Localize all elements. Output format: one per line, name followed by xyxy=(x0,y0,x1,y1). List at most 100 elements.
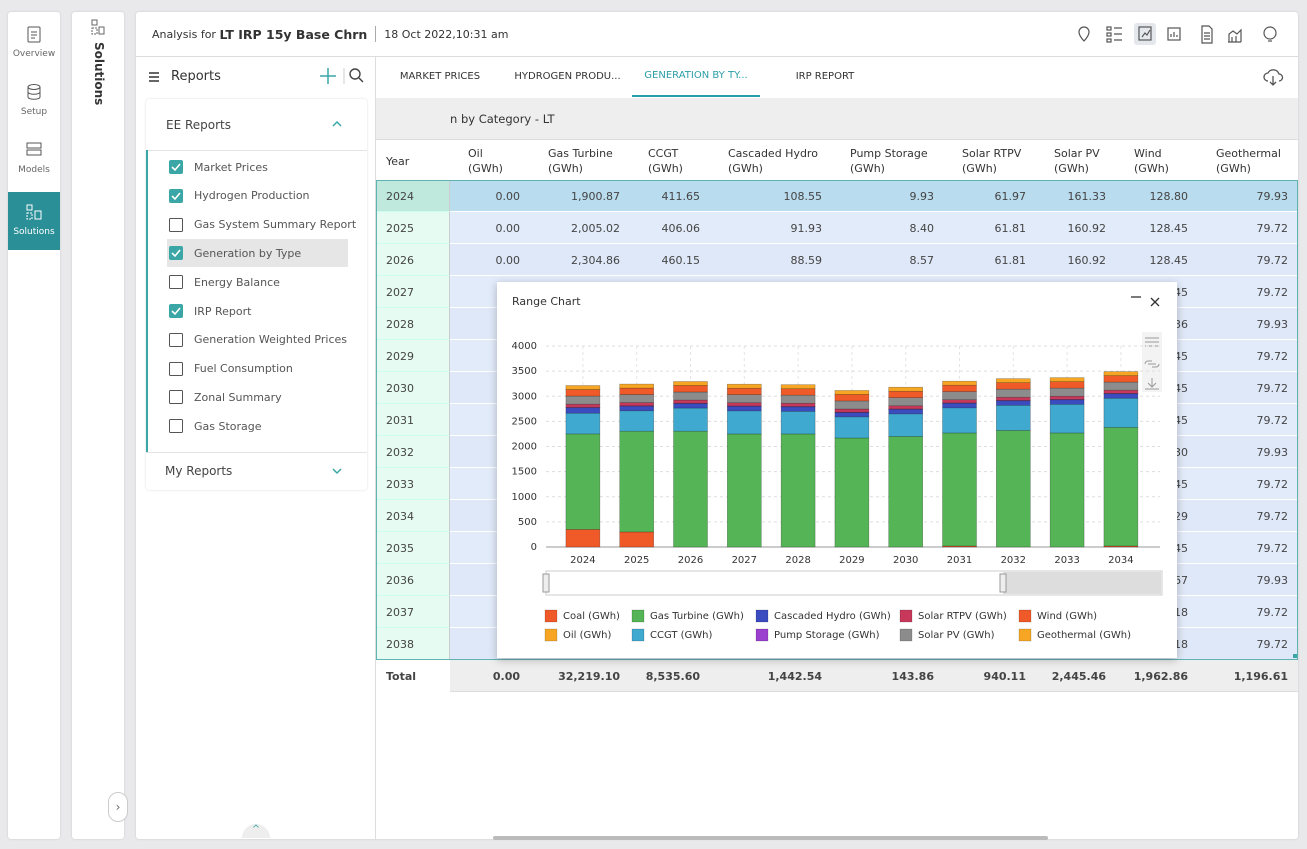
bar-segment xyxy=(780,402,816,407)
expand-button[interactable]: › xyxy=(108,792,128,822)
table-cell: 30 xyxy=(1174,445,1188,459)
search-button[interactable] xyxy=(349,68,364,83)
collapse-icon[interactable] xyxy=(331,119,343,129)
year-cell-bg xyxy=(376,596,450,628)
checkbox[interactable] xyxy=(168,188,184,204)
location-icon[interactable] xyxy=(1078,26,1090,42)
link-icon[interactable] xyxy=(1144,360,1160,368)
nav-item[interactable]: Solutions xyxy=(8,192,60,250)
x-tick-label: 2032 xyxy=(1001,555,1026,566)
bar-segment xyxy=(565,412,601,435)
column-name: CCGT xyxy=(648,147,679,160)
add-button[interactable] xyxy=(320,68,336,84)
checkbox[interactable] xyxy=(168,418,184,434)
checkbox[interactable] xyxy=(168,245,184,261)
x-tick-label: 2031 xyxy=(947,555,972,566)
table-cell: 2,304.86 xyxy=(571,253,620,267)
bar-segment xyxy=(834,394,870,402)
table-cell: 67 xyxy=(1174,573,1188,587)
group-title[interactable]: EE Reports xyxy=(166,118,232,132)
list-icon[interactable] xyxy=(1106,26,1122,43)
legend-swatch xyxy=(899,628,913,642)
download-cloud[interactable] xyxy=(1262,66,1284,88)
bar-segment xyxy=(995,400,1031,406)
y-tick-label: 0 xyxy=(531,542,537,553)
scrollbar[interactable] xyxy=(493,836,1048,840)
nav-label: Overview xyxy=(12,49,56,59)
checkbox[interactable] xyxy=(168,217,184,233)
collapse-handle[interactable]: ^ xyxy=(242,824,270,838)
menu-icon[interactable] xyxy=(148,71,160,83)
report-label: Generation by Type xyxy=(194,246,302,260)
bar-segment xyxy=(1103,397,1139,428)
checkbox[interactable] xyxy=(168,361,184,377)
report-item[interactable]: Fuel Consumption xyxy=(168,358,293,380)
building-icon[interactable] xyxy=(1228,28,1242,43)
checkbox[interactable] xyxy=(168,159,184,175)
report-item[interactable]: Zonal Summary xyxy=(168,386,282,408)
column-unit: (GWh) xyxy=(962,162,997,175)
x-tick-label: 2033 xyxy=(1054,555,1079,566)
tab[interactable]: GENERATION BY TY... xyxy=(632,56,760,97)
total-cell: 1,196.61 xyxy=(1233,669,1288,683)
bar-segment xyxy=(619,394,654,403)
checkbox-box xyxy=(169,217,183,232)
column-name: Oil xyxy=(468,147,483,160)
bar-segment xyxy=(942,380,977,386)
my-reports[interactable]: My Reports xyxy=(165,464,233,478)
chart-edit-icon[interactable] xyxy=(1138,26,1152,41)
selected-row-bg xyxy=(167,239,348,268)
column-unit: (GWh) xyxy=(548,162,583,175)
checkbox[interactable] xyxy=(168,274,184,290)
close-button[interactable] xyxy=(1150,297,1160,307)
table-cell: 406.06 xyxy=(661,221,701,235)
nav-item[interactable]: Setup xyxy=(8,76,60,128)
checkbox[interactable] xyxy=(168,332,184,348)
checkbox[interactable] xyxy=(168,389,184,405)
report-item[interactable]: Gas System Summary Report xyxy=(168,214,356,236)
bar-segment xyxy=(565,389,601,397)
report-item[interactable]: Hydrogen Production xyxy=(168,185,310,207)
nav-item[interactable]: Models xyxy=(8,134,60,186)
column-unit: (GWh) xyxy=(1054,162,1089,175)
resize-handle[interactable] xyxy=(1293,654,1297,658)
bar-segment xyxy=(727,410,762,435)
checkbox[interactable] xyxy=(168,303,184,319)
tab[interactable]: IRP REPORT xyxy=(795,71,855,82)
report-item[interactable]: Generation Weighted Prices xyxy=(168,329,347,351)
report-item[interactable]: Market Prices xyxy=(168,156,268,178)
table-cell: 79.93 xyxy=(1256,189,1289,203)
doc-icon[interactable] xyxy=(1201,25,1213,44)
navigator-handle[interactable] xyxy=(999,573,1007,593)
bar-segment xyxy=(619,383,654,389)
table-cell: 91.93 xyxy=(790,221,823,235)
bar-segment xyxy=(619,410,654,432)
report-icon[interactable] xyxy=(1167,27,1181,41)
legend-label: Geothermal (GWh) xyxy=(1037,630,1131,641)
report-item[interactable]: Energy Balance xyxy=(168,271,280,293)
table-cell: 128.45 xyxy=(1149,221,1189,235)
bar-segment xyxy=(1103,427,1139,547)
column-header: Cascaded Hydro (GWh) xyxy=(728,142,830,180)
save-icon[interactable] xyxy=(1145,378,1159,390)
report-label: IRP Report xyxy=(194,304,252,318)
tab[interactable]: MARKET PRICES xyxy=(399,71,481,82)
bulb-icon[interactable] xyxy=(1263,26,1277,40)
tab[interactable]: HYDROGEN PRODU... xyxy=(514,71,621,82)
bar-segment xyxy=(1103,375,1139,383)
nav-label: Solutions xyxy=(13,227,55,237)
report-item[interactable]: Gas Storage xyxy=(168,415,262,437)
bar-segment xyxy=(834,408,870,413)
nav-item[interactable]: Overview xyxy=(8,18,60,70)
report-item[interactable]: IRP Report xyxy=(168,300,251,322)
report-item[interactable]: Generation by Type xyxy=(168,242,301,264)
side-icon xyxy=(91,19,105,35)
x-tick-label: 2034 xyxy=(1108,555,1133,566)
navigator-handle[interactable] xyxy=(542,573,550,593)
bar-segment xyxy=(727,433,762,548)
expand-icon[interactable] xyxy=(331,466,343,476)
column-header: Oil (GWh) xyxy=(468,142,528,180)
legend-swatch xyxy=(899,609,913,623)
table-row xyxy=(450,212,1298,244)
